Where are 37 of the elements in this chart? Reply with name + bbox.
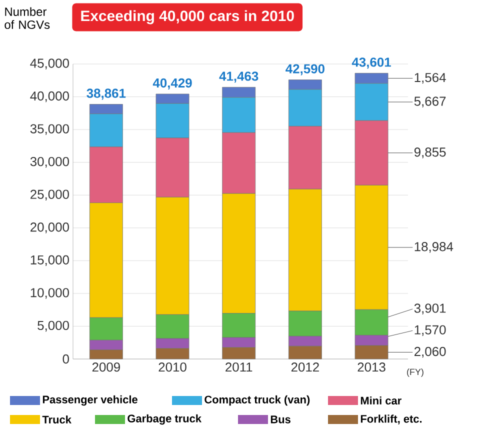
data-label: 1,564 — [414, 72, 446, 84]
data-label: 2,060 — [414, 346, 446, 358]
data-label: 1,570 — [414, 325, 446, 336]
total-label: 42,590 — [286, 64, 324, 76]
x-tick-label: 2012 — [291, 362, 319, 372]
total-label: 40,429 — [152, 78, 192, 90]
x-tick-label: 2013 — [358, 362, 386, 372]
legend-label: Garbage truck — [128, 414, 202, 425]
legend-label: Truck — [42, 415, 72, 424]
x-tick-label: 2010 — [158, 362, 186, 372]
y-tick-label: 25,000 — [30, 190, 69, 200]
y-tick-label: 15,000 — [30, 255, 69, 266]
legend-label: Mini car — [360, 396, 402, 405]
x-tick-label: 2011 — [226, 362, 252, 372]
total-label: 41,463 — [219, 72, 258, 83]
legend-label: Compact truck (van) — [204, 395, 310, 406]
x-axis-title: (FY) — [407, 368, 424, 377]
y-tick-label: 40,000 — [30, 91, 69, 102]
y-tick-label: 45,000 — [30, 58, 69, 70]
data-label: 5,667 — [414, 96, 446, 108]
data-label: 3,901 — [414, 304, 446, 314]
data-label: 18,984 — [414, 242, 454, 253]
x-tick-label: 2009 — [92, 362, 120, 372]
y-tick-label: 10,000 — [30, 288, 69, 299]
data-label: 9,855 — [414, 148, 446, 158]
y-tick-label: 0 — [62, 354, 69, 364]
chart-title: Exceeding 40,000 cars in 2010 — [81, 10, 294, 24]
y-axis-title: Number of NGVs — [4, 7, 50, 29]
y-tick-label: 30,000 — [30, 156, 69, 168]
total-label: 43,601 — [352, 58, 391, 69]
legend-label: Bus — [270, 416, 290, 424]
y-tick-label: 5,000 — [38, 320, 69, 332]
legend-label: Forklift, etc. — [360, 414, 422, 424]
y-tick-label: 35,000 — [30, 124, 69, 135]
y-tick-label: 20,000 — [30, 222, 69, 234]
legend-label: Passenger vehicle — [42, 395, 138, 406]
total-label: 38,861 — [86, 88, 126, 100]
